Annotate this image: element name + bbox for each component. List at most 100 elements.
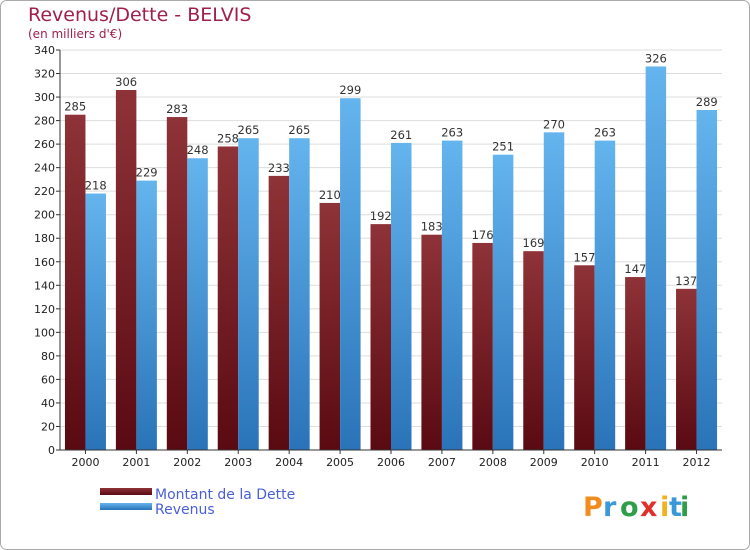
bar-revenus-2010 <box>594 140 616 450</box>
logo-letter: P <box>583 492 603 523</box>
bar-dette-2008 <box>472 242 493 450</box>
bar-dette-2010 <box>574 265 595 450</box>
x-tick-label: 2005 <box>326 456 354 469</box>
x-tick-label: 2007 <box>428 456 456 469</box>
y-tick-label: 340 <box>34 44 55 57</box>
chart-subtitle: (en milliers d'€) <box>28 27 122 41</box>
bar-revenus-2012 <box>696 110 718 450</box>
x-tick-label: 2004 <box>275 456 303 469</box>
data-label-dette-2002: 283 <box>166 102 188 116</box>
y-tick-label: 0 <box>48 444 55 457</box>
y-tick-label: 80 <box>41 350 55 363</box>
data-label-revenus-2011: 326 <box>645 51 667 65</box>
y-tick-label: 300 <box>34 91 55 104</box>
bar-dette-2000 <box>64 114 86 451</box>
logo-letter: r <box>603 492 617 523</box>
data-label-revenus-2007: 263 <box>441 126 463 140</box>
bar-revenus-2011 <box>645 66 667 451</box>
bar-dette-2003 <box>217 146 239 450</box>
data-label-dette-2008: 176 <box>472 228 494 242</box>
data-label-dette-2007: 183 <box>421 220 443 234</box>
bars <box>64 66 718 451</box>
x-tick-label: 2000 <box>71 456 99 469</box>
y-tick-label: 180 <box>34 232 55 245</box>
data-label-revenus-2004: 265 <box>288 123 310 137</box>
data-label-revenus-2002: 248 <box>187 143 209 157</box>
legend-label-revenus: Revenus <box>155 502 215 518</box>
bar-revenus-2008 <box>492 154 514 451</box>
data-label-dette-2001: 306 <box>115 75 137 89</box>
x-tick-label: 2012 <box>683 456 711 469</box>
bar-dette-2001 <box>115 90 137 450</box>
logo-letter: i <box>680 492 689 523</box>
x-tick-label: 2003 <box>224 456 252 469</box>
x-tick-label: 2006 <box>377 456 405 469</box>
bar-dette-2006 <box>370 224 391 450</box>
legend-swatch-dette <box>100 488 152 495</box>
logo-letter: x <box>640 492 657 523</box>
legend-swatch-revenus <box>100 503 152 510</box>
data-label-dette-2006: 192 <box>370 209 392 223</box>
bar-revenus-2009 <box>543 132 565 450</box>
bar-dette-2009 <box>523 251 544 450</box>
legend: Montant de la Dette Revenus <box>100 487 295 518</box>
chart-title: Revenus/Dette - BELVIS <box>28 4 251 26</box>
data-label-dette-2005: 210 <box>319 188 341 202</box>
x-tick-label: 2011 <box>632 456 660 469</box>
y-tick-label: 260 <box>34 138 55 151</box>
y-axis-ticks: 0 20 40 60 80 100 120 140 160 180 200 220 240 260 280 3… <box>34 44 60 457</box>
data-labels: 2852183062292832482582652332652102991922… <box>64 51 718 287</box>
bar-dette-2005 <box>319 202 341 450</box>
x-tick-label: 2002 <box>173 456 201 469</box>
bar-dette-2004 <box>268 175 290 450</box>
y-tick-label: 140 <box>34 279 55 292</box>
x-tick-label: 2009 <box>530 456 558 469</box>
bar-revenus-2007 <box>441 140 463 450</box>
axes <box>59 50 722 451</box>
bar-revenus-2004 <box>289 138 310 450</box>
logo-letter: i <box>660 492 669 523</box>
y-tick-label: 280 <box>34 115 55 128</box>
y-tick-label: 200 <box>34 209 55 222</box>
data-label-revenus-2009: 270 <box>543 117 565 131</box>
data-label-revenus-2010: 263 <box>594 126 616 140</box>
bar-dette-2002 <box>166 117 188 450</box>
y-tick-label: 40 <box>41 397 55 410</box>
data-label-dette-2009: 169 <box>523 236 545 250</box>
logo-letter: t <box>669 492 682 523</box>
data-label-dette-2004: 233 <box>268 161 290 175</box>
bar-revenus-2003 <box>238 138 259 450</box>
bar-dette-2012 <box>676 288 697 450</box>
bar-revenus-2002 <box>187 158 208 450</box>
data-label-revenus-2003: 265 <box>238 123 260 137</box>
bar-dette-2007 <box>421 234 442 450</box>
y-tick-label: 120 <box>34 303 55 316</box>
y-tick-label: 60 <box>41 373 55 386</box>
y-tick-label: 240 <box>34 162 55 175</box>
bar-revenus-2000 <box>85 193 106 450</box>
x-tick-label: 2001 <box>122 456 150 469</box>
legend-label-dette: Montant de la Dette <box>155 487 295 503</box>
data-label-dette-2011: 147 <box>624 262 646 276</box>
bar-revenus-2001 <box>136 180 157 450</box>
logo-letter: o <box>620 492 639 523</box>
data-label-dette-2012: 137 <box>675 274 697 288</box>
y-tick-label: 20 <box>41 420 55 433</box>
bar-revenus-2006 <box>391 142 412 451</box>
data-label-revenus-2001: 229 <box>136 166 158 180</box>
data-label-dette-2003: 258 <box>217 131 239 145</box>
y-tick-label: 320 <box>34 68 55 81</box>
data-label-revenus-2012: 289 <box>696 95 718 109</box>
y-tick-label: 160 <box>34 256 55 269</box>
x-tick-label: 2010 <box>581 456 609 469</box>
data-label-dette-2010: 157 <box>573 250 595 264</box>
x-axis-ticks: 2000 2001 2002 2003 2004 2005 2006 2007 2008 2009… <box>71 450 711 469</box>
bar-dette-2011 <box>625 277 646 450</box>
data-label-revenus-2008: 251 <box>492 140 514 154</box>
y-tick-label: 220 <box>34 185 55 198</box>
data-label-revenus-2005: 299 <box>339 83 361 97</box>
bar-revenus-2005 <box>340 98 361 450</box>
